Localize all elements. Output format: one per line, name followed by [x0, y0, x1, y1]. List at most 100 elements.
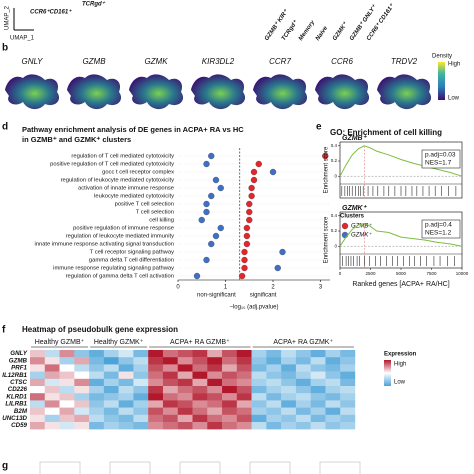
dot — [217, 184, 224, 192]
group-label: Healthy GZMB⁺ — [35, 339, 85, 346]
heat-cell — [207, 357, 223, 365]
heat-cell — [89, 357, 105, 365]
chart-title: Heatmap of pseudobulk gene expression — [22, 325, 178, 334]
category-label: positive regulation of T cell mediated c… — [50, 162, 174, 168]
dot — [269, 168, 277, 176]
heat-cell — [192, 400, 208, 408]
y-tick-label: 0.2 — [331, 228, 338, 233]
heat-cell — [30, 407, 45, 415]
heat-cell — [44, 422, 60, 430]
cluster-label: TCRgd⁺ — [82, 1, 106, 8]
heat-cell — [30, 378, 45, 387]
heat-cell — [59, 400, 75, 408]
heat-cell — [118, 371, 134, 379]
dot — [203, 160, 210, 168]
heat-cell — [207, 364, 223, 372]
heat-cell — [192, 414, 208, 423]
row-label: IL12RB1 — [2, 372, 27, 379]
cluster-label: TCRgd⁺ — [280, 19, 299, 42]
category-label: regulation of gamma delta T cell activat… — [66, 274, 174, 280]
heat-cell — [44, 407, 60, 415]
dot — [193, 272, 201, 280]
heat-cell — [192, 364, 208, 372]
heat-cell — [207, 350, 223, 358]
heat-cell — [340, 422, 356, 430]
heat-cell — [103, 393, 119, 401]
heat-cell — [177, 350, 193, 358]
heat-cell — [148, 407, 164, 415]
heat-cell — [340, 350, 356, 358]
row-label: UNC13D — [2, 415, 27, 422]
category-label: immune response regulating signaling pat… — [53, 266, 174, 272]
heat-cell — [162, 386, 178, 394]
heat-cell — [251, 386, 267, 394]
heat-cell — [192, 350, 208, 358]
panel-title: GO: Enrichment of cell killing — [330, 128, 442, 137]
stat-label: NES=1.2 — [425, 230, 452, 237]
heat-cell — [222, 357, 238, 365]
heat-cell — [207, 414, 223, 423]
heat-cell — [74, 371, 90, 379]
subplot-label: GZMK⁺ — [342, 205, 368, 212]
x-tick-label: 10000 — [456, 271, 469, 276]
heat-cell — [266, 414, 282, 423]
heat-cell — [44, 357, 60, 365]
y-axis-label: Enrichment score — [324, 146, 330, 193]
heat-cell — [89, 364, 105, 372]
x-tick-label: 0 — [176, 285, 180, 291]
heat-cell — [162, 422, 178, 430]
heat-cell — [30, 422, 45, 430]
heat-cell — [74, 422, 90, 430]
x-tick-label: 7500 — [426, 271, 437, 276]
axis-label: UMAP_1 — [10, 36, 35, 42]
heat-cell — [295, 407, 311, 415]
heat-cell — [118, 378, 134, 387]
dot — [203, 200, 210, 208]
heat-cell — [207, 386, 223, 394]
heat-cell — [30, 371, 45, 379]
dot — [217, 224, 224, 232]
heat-cell — [192, 378, 208, 387]
heat-cell — [177, 371, 193, 379]
heat-cell — [266, 350, 282, 358]
heat-cell — [177, 414, 193, 423]
heat-cell — [236, 393, 252, 401]
x-tick-label: 2 — [271, 285, 275, 291]
stat-box — [421, 149, 461, 169]
dot — [238, 272, 246, 280]
heat-cell — [251, 371, 267, 379]
heat-cell — [310, 407, 326, 415]
heat-cell — [133, 371, 149, 379]
heat-cell — [148, 357, 164, 365]
legend-label: High — [448, 62, 460, 68]
heat-cell — [325, 422, 341, 430]
heat-cell — [295, 422, 311, 430]
heat-cell — [103, 371, 119, 379]
heat-cell — [192, 371, 208, 379]
heat-cell — [59, 371, 75, 379]
gene-label: KIR3DL2 — [202, 57, 235, 66]
legend-dot — [341, 231, 349, 239]
heat-cell — [251, 407, 267, 415]
row-label: GNLY — [10, 350, 28, 357]
heat-cell — [325, 364, 341, 372]
heat-cell — [162, 364, 178, 372]
heat-cell — [162, 400, 178, 408]
plot-frame — [339, 141, 463, 199]
gene-label: GZMK — [144, 57, 168, 66]
heat-cell — [89, 414, 105, 423]
heat-cell — [118, 357, 134, 365]
dot — [198, 216, 205, 224]
heat-cell — [177, 364, 193, 372]
heat-cell — [251, 378, 267, 387]
heat-cell — [266, 378, 282, 387]
heat-cell — [295, 357, 311, 365]
heat-cell — [148, 378, 164, 387]
heat-cell — [177, 400, 193, 408]
heat-cell — [325, 407, 341, 415]
heat-cell — [236, 400, 252, 408]
heat-cell — [89, 386, 105, 394]
heat-cell — [74, 414, 90, 423]
heat-cell — [59, 364, 75, 372]
heat-cell — [295, 371, 311, 379]
